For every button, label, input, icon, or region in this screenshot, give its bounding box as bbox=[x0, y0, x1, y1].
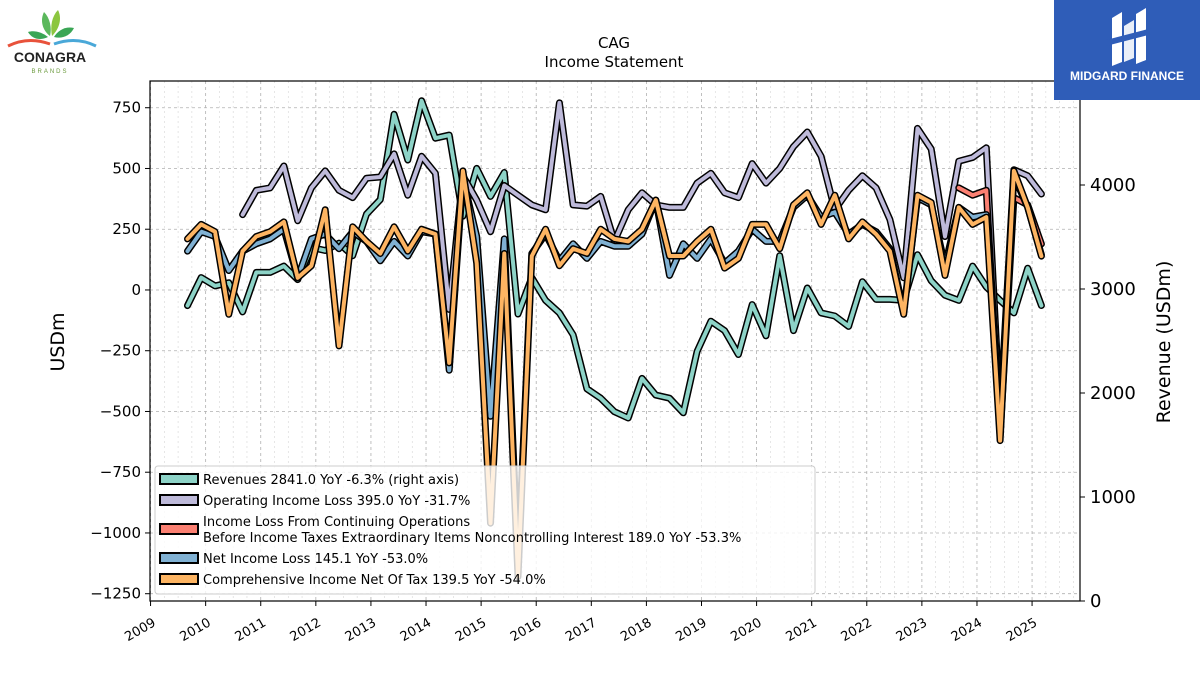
y-right-tick-label: 1000 bbox=[1090, 487, 1136, 508]
legend-label: Comprehensive Income Net Of Tax 139.5 Yo… bbox=[203, 573, 546, 588]
y-tick-label: 750 bbox=[112, 99, 141, 117]
series-line bbox=[240, 100, 1044, 419]
y-right-tick-label: 0 bbox=[1090, 591, 1101, 612]
x-tick-label: 2019 bbox=[673, 615, 709, 645]
legend-swatch bbox=[159, 552, 199, 564]
series-4 bbox=[184, 167, 1045, 581]
legend-swatch bbox=[159, 573, 199, 585]
legend-swatch bbox=[159, 473, 199, 485]
x-tick-label: 2009 bbox=[122, 615, 158, 645]
x-tick-label: 2024 bbox=[949, 615, 985, 645]
series-lines bbox=[184, 97, 1045, 581]
legend-label: Revenues 2841.0 YoY -6.3% (right axis) bbox=[203, 473, 459, 488]
x-tick-label: 2013 bbox=[343, 615, 379, 645]
legend-label: Operating Income Loss 395.0 YoY -31.7% bbox=[203, 494, 470, 509]
y-axis-label-left: USDm bbox=[47, 312, 69, 371]
series-line bbox=[185, 168, 1044, 579]
y-tick-label: −1000 bbox=[90, 524, 141, 542]
y-tick-label: −250 bbox=[100, 342, 141, 360]
x-tick-label: 2021 bbox=[784, 615, 820, 645]
conagra-leaf-icon: CONAGRA BRANDS bbox=[7, 10, 97, 75]
midgard-wordmark: MIDGARD FINANCE bbox=[1070, 69, 1184, 83]
x-tick-label: 2015 bbox=[453, 615, 489, 645]
legend-swatch bbox=[159, 494, 199, 506]
x-tick-label: 2016 bbox=[508, 615, 544, 645]
x-tick-label: 2023 bbox=[894, 615, 930, 645]
conagra-wordmark: CONAGRA bbox=[14, 49, 86, 65]
x-tick-label: 2018 bbox=[618, 615, 654, 645]
x-tick-label: 2020 bbox=[728, 615, 764, 645]
y-tick-label: −1250 bbox=[90, 585, 141, 603]
x-tick-label: 2014 bbox=[398, 615, 434, 645]
legend-label: Income Loss From Continuing Operations bbox=[203, 515, 470, 530]
y-right-tick-label: 2000 bbox=[1090, 383, 1136, 404]
y-tick-label: 0 bbox=[131, 281, 141, 299]
x-tick-label: 2025 bbox=[1004, 615, 1040, 645]
x-tick-label: 2011 bbox=[233, 615, 269, 645]
y-axis-label-right: Revenue (USDm) bbox=[1153, 261, 1175, 424]
plot-frame bbox=[149, 80, 1081, 602]
y-right-tick-label: 4000 bbox=[1090, 175, 1136, 196]
chart-subtitle: Income Statement bbox=[545, 53, 684, 71]
legend-label: Before Income Taxes Extraordinary Items … bbox=[203, 531, 741, 546]
midgard-finance-logo: MIDGARD FINANCE bbox=[1054, 0, 1200, 100]
x-tick-label: 2017 bbox=[563, 615, 599, 645]
y-tick-label: 500 bbox=[112, 159, 141, 177]
legend-label: Net Income Loss 145.1 YoY -53.0% bbox=[203, 552, 428, 567]
legend-swatch bbox=[159, 523, 199, 535]
y-right-tick-label: 3000 bbox=[1090, 279, 1136, 300]
x-tick-label: 2022 bbox=[839, 615, 875, 645]
legend: Revenues 2841.0 YoY -6.3% (right axis) Op… bbox=[154, 465, 816, 595]
x-tick-label: 2010 bbox=[177, 615, 213, 645]
series-1 bbox=[239, 99, 1045, 420]
conagra-sub-wordmark: BRANDS bbox=[31, 69, 68, 75]
midgard-emblem-icon: MIDGARD FINANCE bbox=[1070, 8, 1184, 83]
legend-box bbox=[154, 465, 816, 595]
y-tick-label: −500 bbox=[100, 402, 141, 420]
y-tick-label: −750 bbox=[100, 463, 141, 481]
x-tick-label: 2012 bbox=[288, 615, 324, 645]
conagra-logo: CONAGRA BRANDS bbox=[4, 6, 100, 76]
chart-title: CAG bbox=[598, 34, 630, 52]
y-tick-label: 250 bbox=[112, 220, 141, 238]
